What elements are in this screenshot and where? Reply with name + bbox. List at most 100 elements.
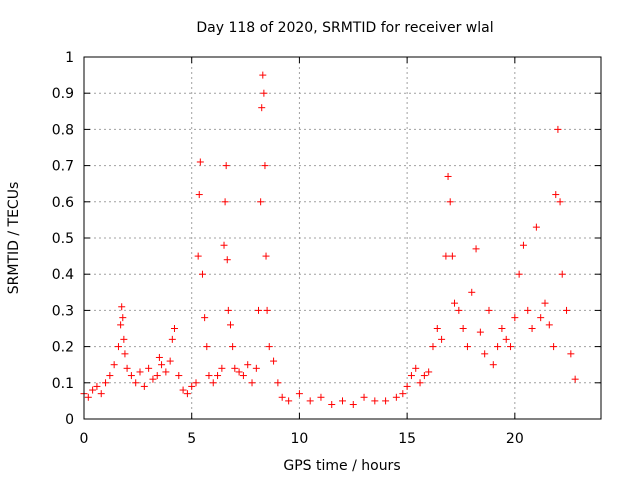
data-point	[278, 393, 286, 401]
data-point	[306, 397, 314, 405]
data-point	[382, 397, 390, 405]
data-point	[198, 270, 206, 278]
y-tick-label: 0.5	[52, 231, 74, 247]
data-point	[155, 353, 163, 361]
data-point	[102, 379, 110, 387]
data-point	[552, 191, 560, 199]
y-tick-label: 0	[65, 412, 74, 428]
data-point	[545, 321, 553, 329]
y-tick-label: 1	[65, 50, 74, 66]
data-point	[226, 321, 234, 329]
data-point	[485, 306, 493, 314]
data-point	[84, 393, 92, 401]
data-point	[274, 379, 282, 387]
data-point	[203, 343, 211, 351]
data-point	[392, 393, 400, 401]
data-point	[188, 382, 196, 390]
data-point	[459, 325, 467, 332]
data-point	[153, 372, 161, 380]
data-point	[429, 343, 437, 351]
data-point	[214, 372, 222, 380]
data-point	[183, 390, 191, 398]
data-point	[558, 270, 566, 278]
data-point	[446, 198, 454, 206]
y-tick-label: 0.7	[52, 159, 74, 175]
data-point	[489, 361, 497, 369]
data-point	[205, 372, 213, 380]
grid-lines	[84, 57, 601, 419]
data-point	[403, 382, 411, 390]
data-point	[511, 314, 519, 322]
x-tick-label: 5	[187, 431, 196, 447]
data-point	[93, 382, 101, 390]
data-point	[550, 343, 558, 351]
data-point	[229, 343, 237, 351]
data-point	[224, 306, 232, 314]
data-point	[507, 343, 515, 351]
data-point	[481, 350, 489, 358]
data-point	[371, 397, 379, 405]
data-point	[438, 335, 446, 343]
data-point	[262, 252, 270, 260]
data-point	[468, 288, 476, 296]
data-point	[498, 325, 506, 332]
data-point	[145, 364, 153, 372]
data-point	[223, 256, 231, 264]
data-point	[235, 368, 243, 376]
data-point	[567, 350, 575, 358]
data-point	[541, 299, 549, 307]
y-tick-label: 0.3	[52, 303, 74, 319]
data-point	[257, 198, 265, 206]
data-point	[571, 375, 579, 383]
data-point	[360, 393, 368, 401]
data-point	[254, 306, 262, 314]
data-point	[328, 401, 336, 409]
data-point	[168, 335, 176, 343]
data-point	[263, 306, 271, 314]
data-point	[270, 357, 278, 365]
data-point	[563, 306, 571, 314]
data-point	[244, 361, 252, 369]
y-tick-label: 0.4	[52, 267, 74, 283]
data-point	[463, 343, 471, 351]
data-point	[476, 328, 484, 336]
data-point	[194, 252, 202, 260]
data-point	[220, 241, 228, 249]
data-point	[166, 357, 174, 365]
data-point	[502, 335, 510, 343]
data-point	[399, 390, 407, 398]
y-tick-label: 0.9	[52, 86, 74, 102]
data-point	[261, 162, 269, 170]
data-point	[110, 361, 118, 369]
data-point	[201, 314, 209, 322]
data-point	[195, 191, 203, 199]
data-point	[252, 364, 260, 372]
data-point	[192, 379, 200, 387]
data-point	[239, 372, 247, 380]
data-point	[121, 350, 129, 358]
data-point	[221, 198, 229, 206]
data-point	[494, 343, 502, 351]
data-point	[231, 364, 239, 372]
x-tick-label: 20	[506, 431, 524, 447]
data-point	[97, 390, 105, 398]
data-point	[556, 198, 564, 206]
chart-title: Day 118 of 2020, SRMTID for receiver wla…	[196, 20, 493, 36]
y-tick-label: 0.1	[52, 376, 74, 392]
data-point	[524, 306, 532, 314]
data-point	[285, 397, 293, 405]
data-point	[295, 390, 303, 398]
y-tick-label: 0.8	[52, 122, 74, 138]
data-point	[451, 299, 459, 307]
data-point	[519, 241, 527, 249]
y-tick-label: 0.2	[52, 340, 74, 356]
data-point	[162, 368, 170, 376]
data-point	[106, 372, 114, 380]
x-tick-label: 15	[398, 431, 416, 447]
data-point	[114, 343, 122, 351]
data-point	[120, 335, 128, 343]
data-point	[179, 386, 187, 394]
data-point	[515, 270, 523, 278]
